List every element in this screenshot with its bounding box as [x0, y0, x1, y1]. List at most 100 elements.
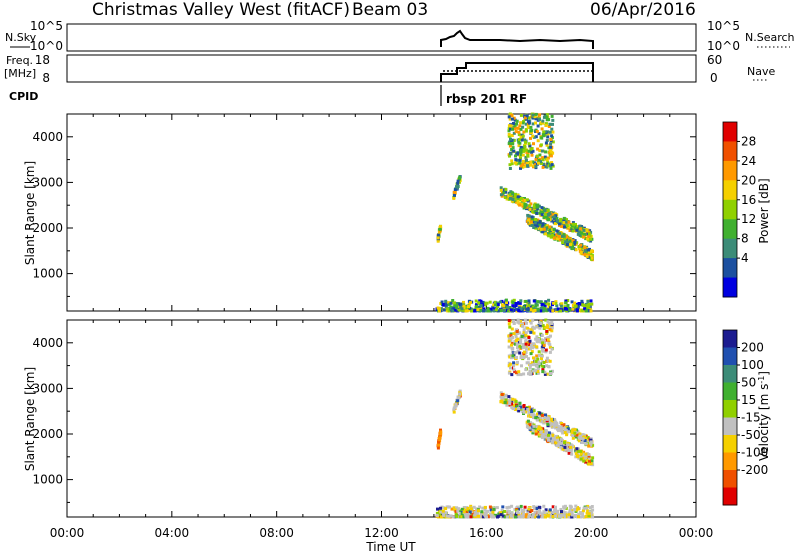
data-cell — [542, 504, 546, 508]
data-cell — [538, 326, 542, 330]
data-cell — [493, 307, 497, 311]
data-cell — [588, 460, 591, 464]
data-cell — [579, 457, 583, 461]
data-cell — [529, 136, 532, 140]
data-cell — [469, 504, 473, 508]
nsearch-tick-top: 10^5 — [707, 19, 740, 33]
data-cell — [499, 193, 503, 197]
data-cell — [456, 179, 460, 183]
nsky-trace — [440, 29, 594, 49]
data-cell — [467, 508, 471, 512]
data-cell — [509, 152, 513, 156]
data-cell — [485, 515, 488, 519]
data-cell — [544, 227, 548, 231]
data-cell — [502, 191, 506, 195]
data-cell — [519, 299, 523, 303]
data-cell — [544, 348, 548, 352]
data-cell — [563, 225, 566, 229]
data-cell — [527, 116, 531, 120]
data-cell — [546, 513, 550, 517]
data-cell — [565, 224, 569, 227]
data-cell — [543, 308, 547, 312]
data-cell — [571, 307, 575, 311]
data-cell — [502, 401, 505, 405]
data-cell — [473, 513, 477, 517]
data-cell — [534, 359, 538, 363]
velocity-cbar-label: Velocity [m s-1] — [757, 371, 772, 461]
data-cell — [532, 204, 536, 208]
data-cell — [542, 162, 546, 166]
data-cell — [547, 164, 551, 168]
data-cell — [507, 345, 511, 349]
data-cell — [454, 510, 458, 514]
data-cell — [550, 325, 554, 329]
data-cell — [457, 396, 461, 400]
data-cell — [526, 344, 530, 348]
data-cell — [519, 338, 523, 342]
data-cell — [473, 309, 477, 312]
data-cell — [523, 205, 527, 209]
data-cell — [564, 238, 568, 242]
data-cell — [514, 515, 517, 519]
data-cell — [531, 346, 534, 350]
colorbar-tick-label: -15 — [741, 411, 761, 425]
data-cell — [526, 347, 530, 351]
data-cell — [578, 234, 582, 237]
data-cell — [494, 303, 498, 307]
data-cell — [537, 337, 540, 341]
data-cell — [548, 328, 552, 332]
data-cell — [517, 331, 521, 335]
data-cell — [568, 508, 572, 512]
data-cell — [510, 191, 514, 195]
data-cell — [575, 228, 579, 232]
data-cell — [528, 328, 532, 332]
data-cell — [514, 335, 518, 339]
data-cell — [524, 140, 527, 144]
data-cell — [528, 319, 532, 323]
data-cell — [522, 356, 526, 359]
data-cell — [571, 436, 575, 440]
data-cell — [570, 247, 574, 251]
data-cell — [527, 214, 531, 218]
data-cell — [530, 509, 534, 512]
data-cell — [440, 515, 443, 519]
data-cell — [456, 181, 460, 185]
data-cell — [505, 197, 509, 201]
data-cell — [538, 511, 542, 515]
data-cell — [462, 305, 466, 309]
data-cell — [521, 346, 525, 350]
y-tick-label: 3000 — [32, 175, 63, 189]
data-cell — [504, 398, 508, 402]
data-cell — [560, 510, 563, 514]
data-cell — [548, 508, 552, 512]
data-cell — [537, 227, 541, 230]
data-cell — [518, 141, 522, 145]
data-cell — [444, 507, 448, 511]
data-cell — [527, 372, 530, 376]
y-tick-label: 3000 — [32, 381, 63, 395]
data-cell — [561, 447, 565, 451]
data-cell — [538, 117, 541, 121]
data-cell — [510, 159, 514, 163]
data-cell — [532, 164, 536, 168]
data-cell — [436, 446, 440, 450]
data-cell — [553, 421, 557, 425]
data-cell — [548, 437, 552, 440]
data-cell — [552, 236, 556, 240]
data-cell — [553, 511, 557, 515]
data-cell — [478, 505, 482, 509]
data-cell — [519, 356, 523, 360]
power-cbar-label: Power [dB] — [757, 178, 771, 243]
colorbar-tick-label: 16 — [741, 193, 756, 207]
data-cell — [523, 146, 527, 150]
data-cell — [479, 299, 483, 303]
data-cell — [527, 411, 531, 414]
data-cell — [534, 135, 538, 139]
data-cell — [444, 305, 448, 309]
data-cell — [526, 511, 530, 515]
data-cell — [530, 410, 534, 414]
data-cell — [516, 200, 520, 203]
cpid-value: rbsp 201 RF — [446, 92, 527, 106]
data-cell — [514, 192, 517, 196]
data-cell — [464, 513, 468, 517]
